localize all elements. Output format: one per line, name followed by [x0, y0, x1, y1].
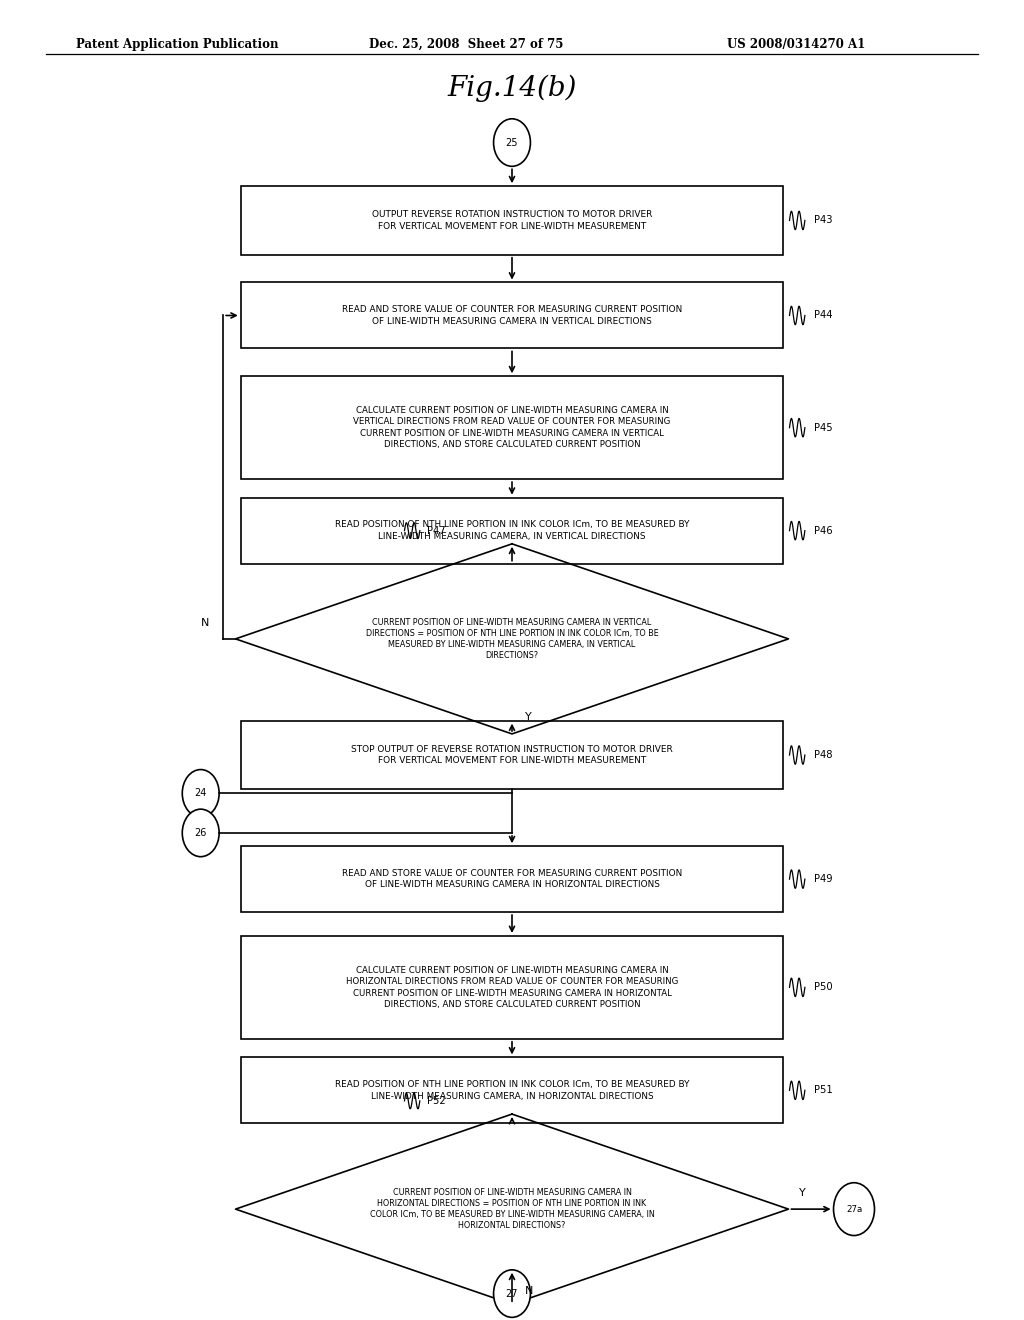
Text: OUTPUT REVERSE ROTATION INSTRUCTION TO MOTOR DRIVER
FOR VERTICAL MOVEMENT FOR LI: OUTPUT REVERSE ROTATION INSTRUCTION TO M…: [372, 210, 652, 231]
Text: P47: P47: [427, 525, 445, 536]
FancyBboxPatch shape: [241, 936, 783, 1039]
Text: CALCULATE CURRENT POSITION OF LINE-WIDTH MEASURING CAMERA IN
VERTICAL DIRECTIONS: CALCULATE CURRENT POSITION OF LINE-WIDTH…: [353, 407, 671, 449]
Text: US 2008/0314270 A1: US 2008/0314270 A1: [727, 38, 865, 50]
Text: 24: 24: [195, 788, 207, 799]
Circle shape: [834, 1183, 874, 1236]
Text: READ POSITION OF NTH LINE PORTION IN INK COLOR ICm, TO BE MEASURED BY
LINE-WIDTH: READ POSITION OF NTH LINE PORTION IN INK…: [335, 1080, 689, 1101]
FancyBboxPatch shape: [241, 846, 783, 912]
Text: Fig.14(b): Fig.14(b): [447, 75, 577, 102]
FancyBboxPatch shape: [241, 498, 783, 564]
Text: P46: P46: [814, 525, 833, 536]
Polygon shape: [236, 544, 788, 734]
Polygon shape: [236, 1114, 788, 1304]
Circle shape: [182, 770, 219, 817]
Text: Y: Y: [525, 711, 532, 722]
Circle shape: [182, 809, 219, 857]
Text: CURRENT POSITION OF LINE-WIDTH MEASURING CAMERA IN
HORIZONTAL DIRECTIONS = POSIT: CURRENT POSITION OF LINE-WIDTH MEASURING…: [370, 1188, 654, 1230]
FancyBboxPatch shape: [241, 376, 783, 479]
Text: READ AND STORE VALUE OF COUNTER FOR MEASURING CURRENT POSITION
OF LINE-WIDTH MEA: READ AND STORE VALUE OF COUNTER FOR MEAS…: [342, 869, 682, 890]
Text: N: N: [201, 618, 209, 628]
Text: P45: P45: [814, 422, 833, 433]
FancyBboxPatch shape: [241, 186, 783, 255]
Text: Y: Y: [799, 1188, 806, 1199]
Text: CALCULATE CURRENT POSITION OF LINE-WIDTH MEASURING CAMERA IN
HORIZONTAL DIRECTIO: CALCULATE CURRENT POSITION OF LINE-WIDTH…: [346, 966, 678, 1008]
Circle shape: [494, 1270, 530, 1317]
Text: READ POSITION OF NTH LINE PORTION IN INK COLOR ICm, TO BE MEASURED BY
LINE-WIDTH: READ POSITION OF NTH LINE PORTION IN INK…: [335, 520, 689, 541]
Text: P43: P43: [814, 215, 833, 226]
Text: N: N: [525, 1286, 534, 1296]
Text: P50: P50: [814, 982, 833, 993]
FancyBboxPatch shape: [241, 282, 783, 348]
FancyBboxPatch shape: [241, 721, 783, 789]
Text: 27: 27: [506, 1288, 518, 1299]
Text: P52: P52: [427, 1096, 445, 1106]
Text: P44: P44: [814, 310, 833, 321]
Text: 27a: 27a: [846, 1205, 862, 1213]
FancyBboxPatch shape: [241, 1057, 783, 1123]
Text: P51: P51: [814, 1085, 833, 1096]
Text: CURRENT POSITION OF LINE-WIDTH MEASURING CAMERA IN VERTICAL
DIRECTIONS = POSITIO: CURRENT POSITION OF LINE-WIDTH MEASURING…: [366, 618, 658, 660]
Text: P48: P48: [814, 750, 833, 760]
Text: 26: 26: [195, 828, 207, 838]
Circle shape: [494, 119, 530, 166]
Text: P49: P49: [814, 874, 833, 884]
Text: Patent Application Publication: Patent Application Publication: [76, 38, 279, 50]
Text: Dec. 25, 2008  Sheet 27 of 75: Dec. 25, 2008 Sheet 27 of 75: [369, 38, 563, 50]
Text: STOP OUTPUT OF REVERSE ROTATION INSTRUCTION TO MOTOR DRIVER
FOR VERTICAL MOVEMEN: STOP OUTPUT OF REVERSE ROTATION INSTRUCT…: [351, 744, 673, 766]
Text: 25: 25: [506, 137, 518, 148]
Text: READ AND STORE VALUE OF COUNTER FOR MEASURING CURRENT POSITION
OF LINE-WIDTH MEA: READ AND STORE VALUE OF COUNTER FOR MEAS…: [342, 305, 682, 326]
